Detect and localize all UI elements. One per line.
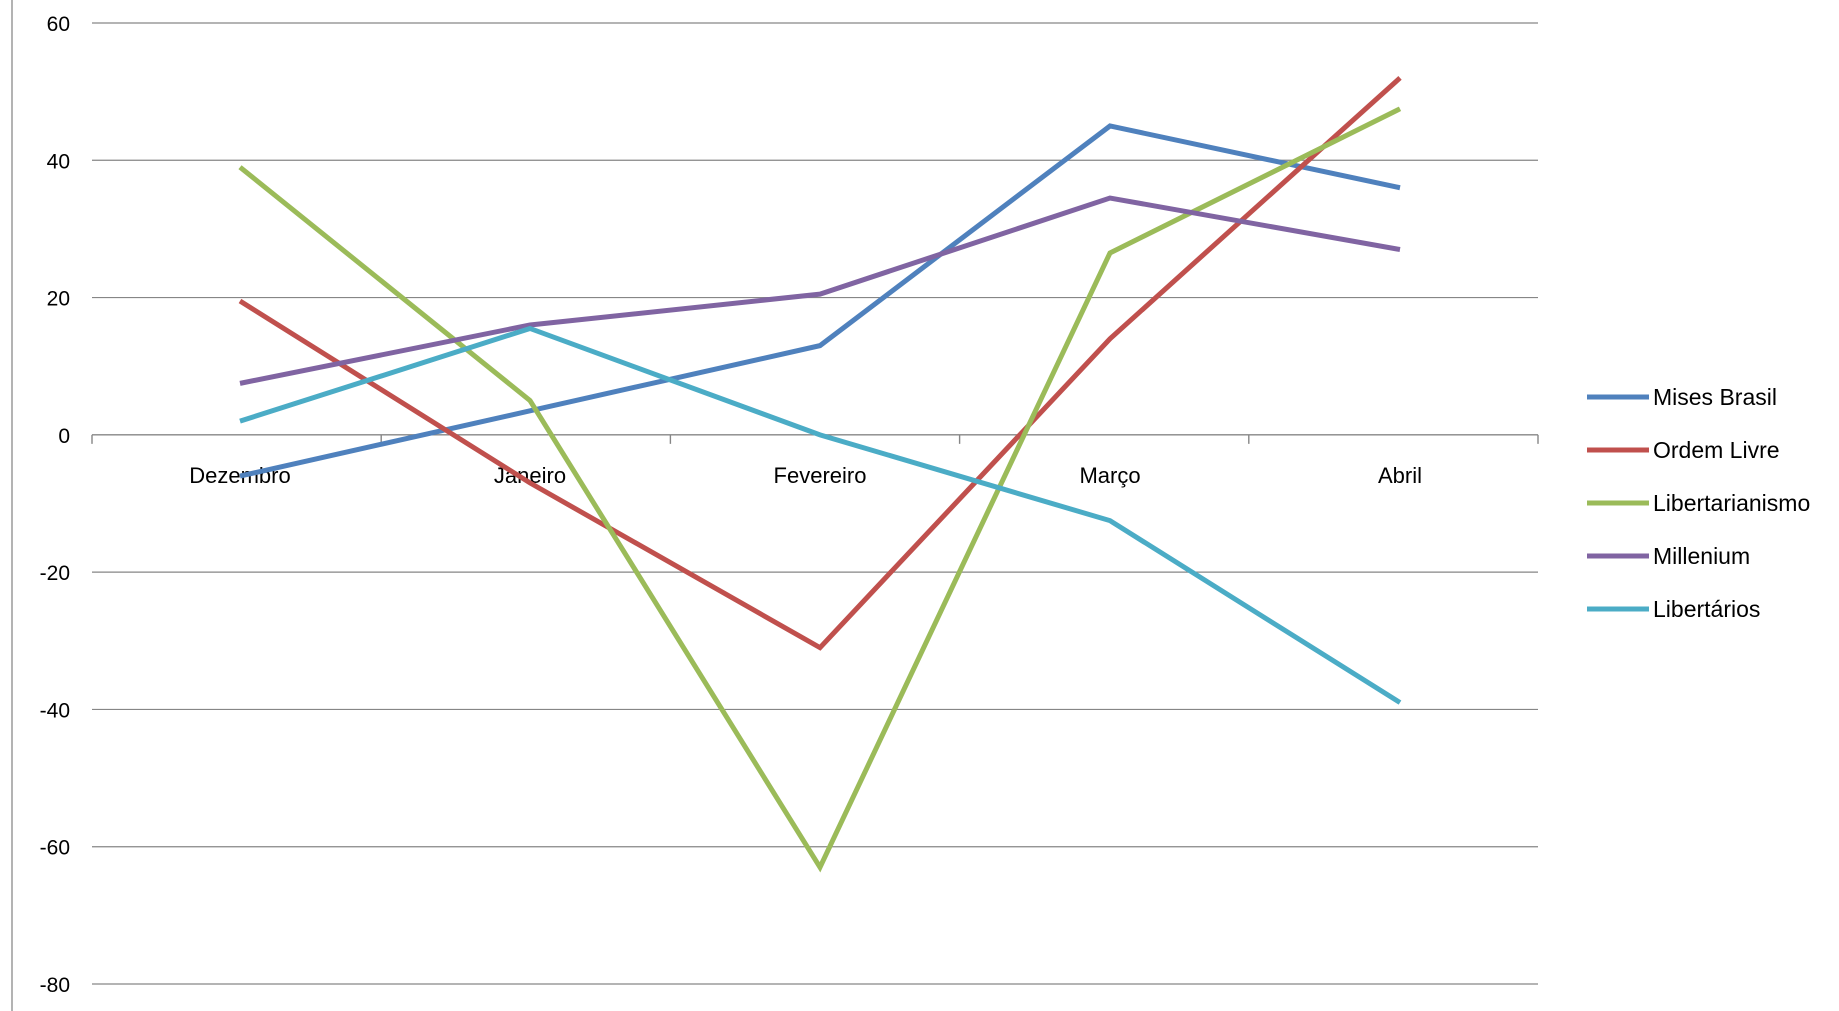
y-tick-label: -80	[40, 974, 70, 997]
legend-item: Ordem Livre	[1587, 437, 1780, 463]
y-tick-label: -40	[40, 699, 70, 722]
series-line-libertarianismo	[238, 106, 1402, 873]
series-line-libert-rios	[239, 325, 1402, 705]
legend-label: Ordem Livre	[1653, 437, 1780, 463]
series-lines	[238, 76, 1402, 873]
y-tick-label: 20	[47, 288, 70, 311]
x-tick-label: Abril	[1378, 463, 1422, 488]
series-line-millenium	[239, 195, 1401, 386]
legend: Mises Brasil Ordem Livre Libertarianismo Mi…	[1587, 384, 1810, 622]
legend-item: Millenium	[1587, 543, 1750, 569]
x-tick-label: Março	[1079, 463, 1140, 488]
legend-label: Mises Brasil	[1653, 384, 1777, 410]
y-tick-label: 40	[47, 150, 70, 173]
legend-item: Libertários	[1587, 596, 1760, 622]
legend-item: Mises Brasil	[1587, 384, 1777, 410]
series-line-mises-brasil	[239, 123, 1401, 479]
y-axis-tick-labels: 60 40 20 0 -20 -40 -60 -80	[40, 13, 70, 997]
y-tick-label: 60	[47, 13, 70, 36]
legend-label: Millenium	[1653, 543, 1750, 569]
y-tick-label: -20	[40, 562, 70, 585]
y-tick-label: -60	[40, 837, 70, 860]
legend-item: Libertarianismo	[1587, 490, 1810, 516]
legend-label: Libertarianismo	[1653, 490, 1810, 516]
series-line-ordem-livre	[238, 76, 1402, 651]
legend-label: Libertários	[1653, 596, 1760, 622]
x-tick-label: Fevereiro	[774, 463, 867, 488]
gridlines	[92, 22, 1538, 985]
y-tick-label: 0	[58, 425, 70, 448]
